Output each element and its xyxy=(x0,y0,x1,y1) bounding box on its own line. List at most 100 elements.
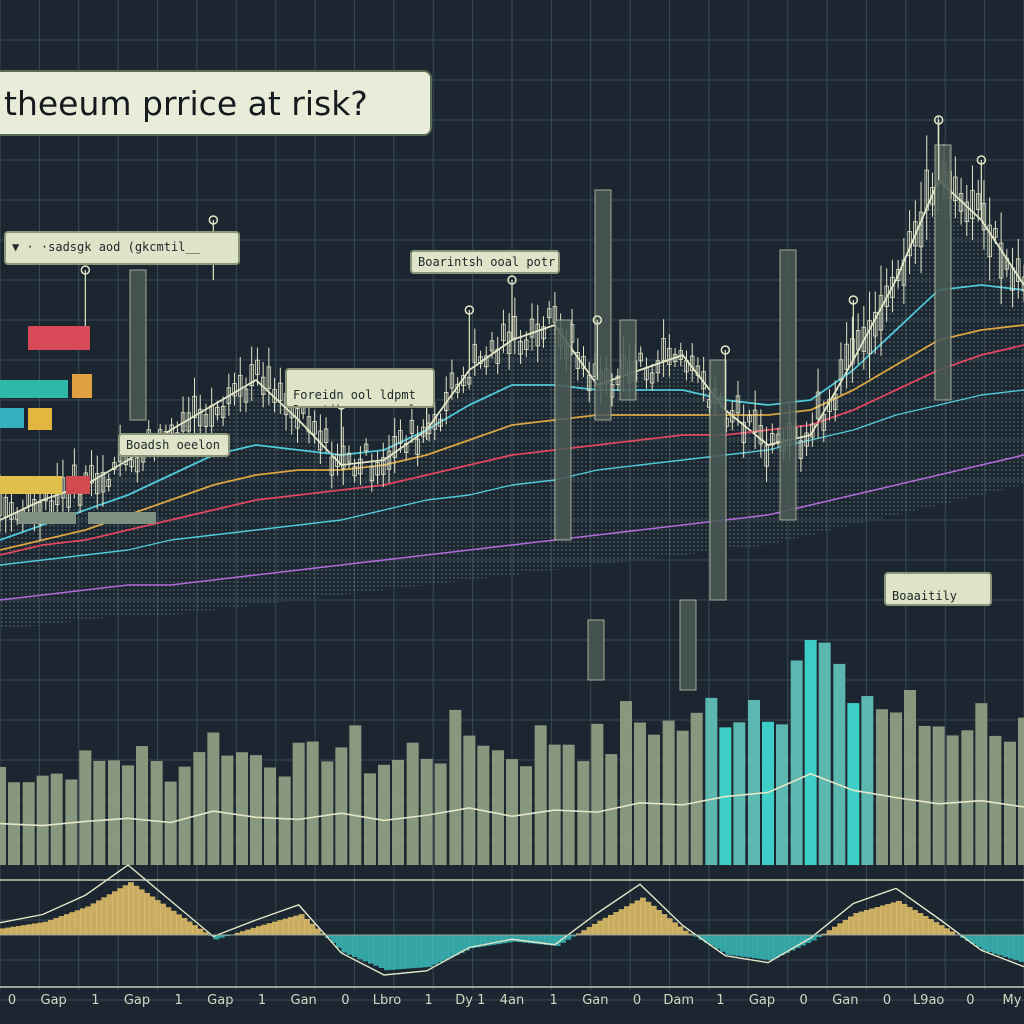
oscillator-bar xyxy=(202,932,209,935)
volume-bar xyxy=(690,712,703,865)
price-candle xyxy=(9,502,14,520)
price-candle xyxy=(255,359,260,375)
oscillator-bar xyxy=(197,928,204,935)
oscillator-bar xyxy=(810,935,817,941)
x-tick-label: 1 xyxy=(549,993,558,1008)
oscillator-bar xyxy=(789,935,796,951)
price-candle xyxy=(478,356,483,364)
range-bar xyxy=(554,319,572,541)
price-candle xyxy=(655,360,661,374)
volume-bar xyxy=(762,721,774,865)
oscillator-bar xyxy=(506,935,513,943)
annotation-bearish-top: Boarintsh ooal potr xyxy=(410,250,560,274)
price-candle xyxy=(649,372,655,384)
oscillator-bar xyxy=(906,906,913,935)
oscillator-bar xyxy=(64,914,70,935)
series-line-2 xyxy=(0,284,1024,541)
volume-bar xyxy=(847,703,860,865)
oscillator-bar xyxy=(80,908,86,935)
oscillator-bar xyxy=(96,900,102,935)
oscillator-bar xyxy=(357,935,364,960)
volume-bar xyxy=(335,747,348,865)
volume-bar xyxy=(1018,717,1024,865)
oscillator-bar xyxy=(352,935,358,957)
oscillator-bar xyxy=(176,914,182,935)
price-candle xyxy=(884,285,889,307)
volume-bar xyxy=(392,759,404,865)
price-candle xyxy=(329,456,334,476)
volume-bar xyxy=(150,761,163,865)
price-candle xyxy=(890,276,895,298)
price-candle xyxy=(833,393,838,411)
oscillator-bar xyxy=(778,935,785,956)
pivot-marker xyxy=(592,315,603,325)
oscillator-bar xyxy=(656,909,662,935)
price-candle xyxy=(913,221,918,247)
oscillator-bar xyxy=(16,925,22,935)
legend-bar-grey-2 xyxy=(88,512,156,524)
price-candle xyxy=(815,391,821,420)
price-area xyxy=(0,180,1024,630)
price-candle xyxy=(352,466,357,477)
x-tick-label: Dam xyxy=(663,993,694,1008)
price-candle xyxy=(918,211,924,248)
volume-bars xyxy=(0,640,1024,865)
oscillator-bar xyxy=(368,935,374,964)
oscillator-bar xyxy=(650,905,657,935)
volume-bar xyxy=(136,746,148,865)
range-bar xyxy=(709,359,727,601)
volume-bar xyxy=(477,745,490,865)
volume-bar xyxy=(492,750,504,865)
x-tick-label: Gap xyxy=(207,993,234,1008)
annotation-bearish-top-text: Boarintsh ooal potr xyxy=(418,255,556,269)
price-candle xyxy=(546,308,552,319)
oscillator-bar xyxy=(282,918,289,935)
price-candle xyxy=(3,496,8,518)
price-candle xyxy=(484,355,489,368)
volume-bar xyxy=(506,759,518,865)
price-candle xyxy=(421,426,426,437)
oscillator-bar xyxy=(922,916,929,935)
x-tick-label: 0 xyxy=(341,993,350,1008)
price-candle xyxy=(998,242,1004,279)
oscillator-bar xyxy=(394,935,401,970)
oscillator-bar xyxy=(618,909,625,935)
price-candle xyxy=(466,376,472,385)
price-candle xyxy=(844,343,849,370)
volume-bar xyxy=(22,782,35,865)
oscillator-bar xyxy=(1008,935,1014,959)
x-tick-label: Gan xyxy=(582,993,609,1008)
volume-bar xyxy=(577,761,590,865)
volume-bar xyxy=(93,760,106,865)
price-candle xyxy=(821,414,826,431)
volume-bar xyxy=(562,744,575,865)
price-candle xyxy=(644,367,649,381)
volume-bar xyxy=(520,766,532,865)
price-candle xyxy=(461,375,466,386)
oscillator-bar xyxy=(965,935,972,941)
price-candle xyxy=(192,395,197,418)
oscillator-bar xyxy=(928,919,934,935)
oscillator-bar xyxy=(432,935,438,965)
price-candle xyxy=(272,388,277,403)
volume-bar xyxy=(961,730,974,865)
price-candle xyxy=(512,316,518,339)
oscillator-bar xyxy=(832,926,838,935)
oscillator-bar xyxy=(730,935,737,956)
price-candle xyxy=(684,360,689,373)
oscillator-bar xyxy=(192,925,198,935)
price-candle xyxy=(535,323,540,347)
volume-bar xyxy=(662,720,675,865)
series-line-3 xyxy=(0,324,1024,551)
oscillator-bar xyxy=(48,919,54,935)
volume-bar xyxy=(861,696,874,865)
oscillator-bar xyxy=(0,928,6,935)
oscillator-bar xyxy=(154,900,161,935)
oscillator-bar xyxy=(869,908,876,935)
price-candle xyxy=(850,338,855,365)
price-candle xyxy=(730,410,735,423)
volume-bar xyxy=(0,766,6,865)
oscillator-bar xyxy=(992,935,998,954)
oscillator-bar xyxy=(725,935,732,955)
price-candle xyxy=(1021,276,1024,292)
